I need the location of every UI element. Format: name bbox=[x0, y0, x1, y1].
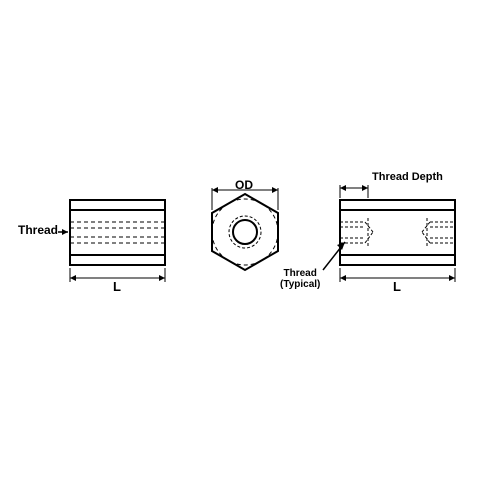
side-view-left bbox=[20, 170, 200, 310]
side-view-right bbox=[315, 170, 495, 310]
thread-label: Thread bbox=[18, 223, 58, 237]
length-label-right: L bbox=[393, 279, 401, 294]
thread-depth-label: Thread Depth bbox=[372, 171, 443, 183]
length-label-left: L bbox=[113, 279, 121, 294]
thread-typical-label: Thread(Typical) bbox=[280, 268, 320, 290]
od-label: OD bbox=[235, 178, 253, 192]
